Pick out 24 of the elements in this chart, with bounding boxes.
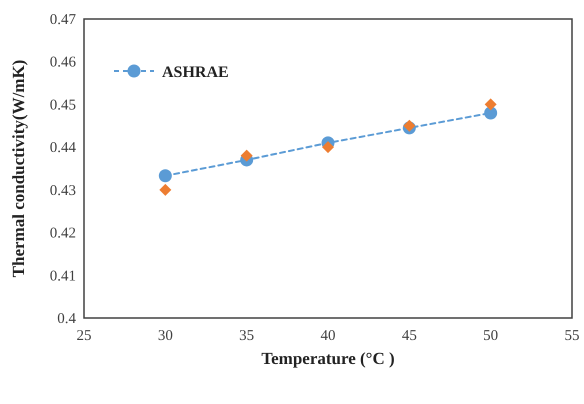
x-tick-label: 55 [564, 328, 580, 344]
y-tick-label: 0.43 [50, 182, 76, 199]
point [240, 150, 253, 162]
x-axis-title: Temperature (°C ) [261, 349, 395, 368]
point [403, 120, 416, 132]
y-tick-label: 0.47 [50, 12, 76, 28]
y-tick-label: 0.41 [50, 268, 76, 284]
point [158, 169, 172, 182]
y-tick-label: 0.4 [57, 311, 76, 327]
legend-label: ASHRAE [162, 64, 229, 81]
x-tick-label: 30 [158, 328, 173, 344]
x-tick-label: 50 [483, 328, 498, 344]
y-tick-label: 0.44 [50, 140, 76, 156]
point [322, 141, 334, 154]
point [484, 98, 497, 110]
y-axis-title: Thermal conductivity(W/mK) [9, 60, 28, 278]
x-tick-label: 40 [320, 328, 336, 344]
y-tick-label: 0.45 [50, 97, 76, 114]
point [159, 184, 172, 196]
x-tick-label: 45 [402, 328, 417, 344]
x-tick-label: 25 [76, 328, 92, 344]
y-tick-label: 0.42 [50, 226, 76, 242]
y-tick-label: 0.46 [50, 54, 76, 71]
x-tick-label: 35 [239, 328, 254, 344]
